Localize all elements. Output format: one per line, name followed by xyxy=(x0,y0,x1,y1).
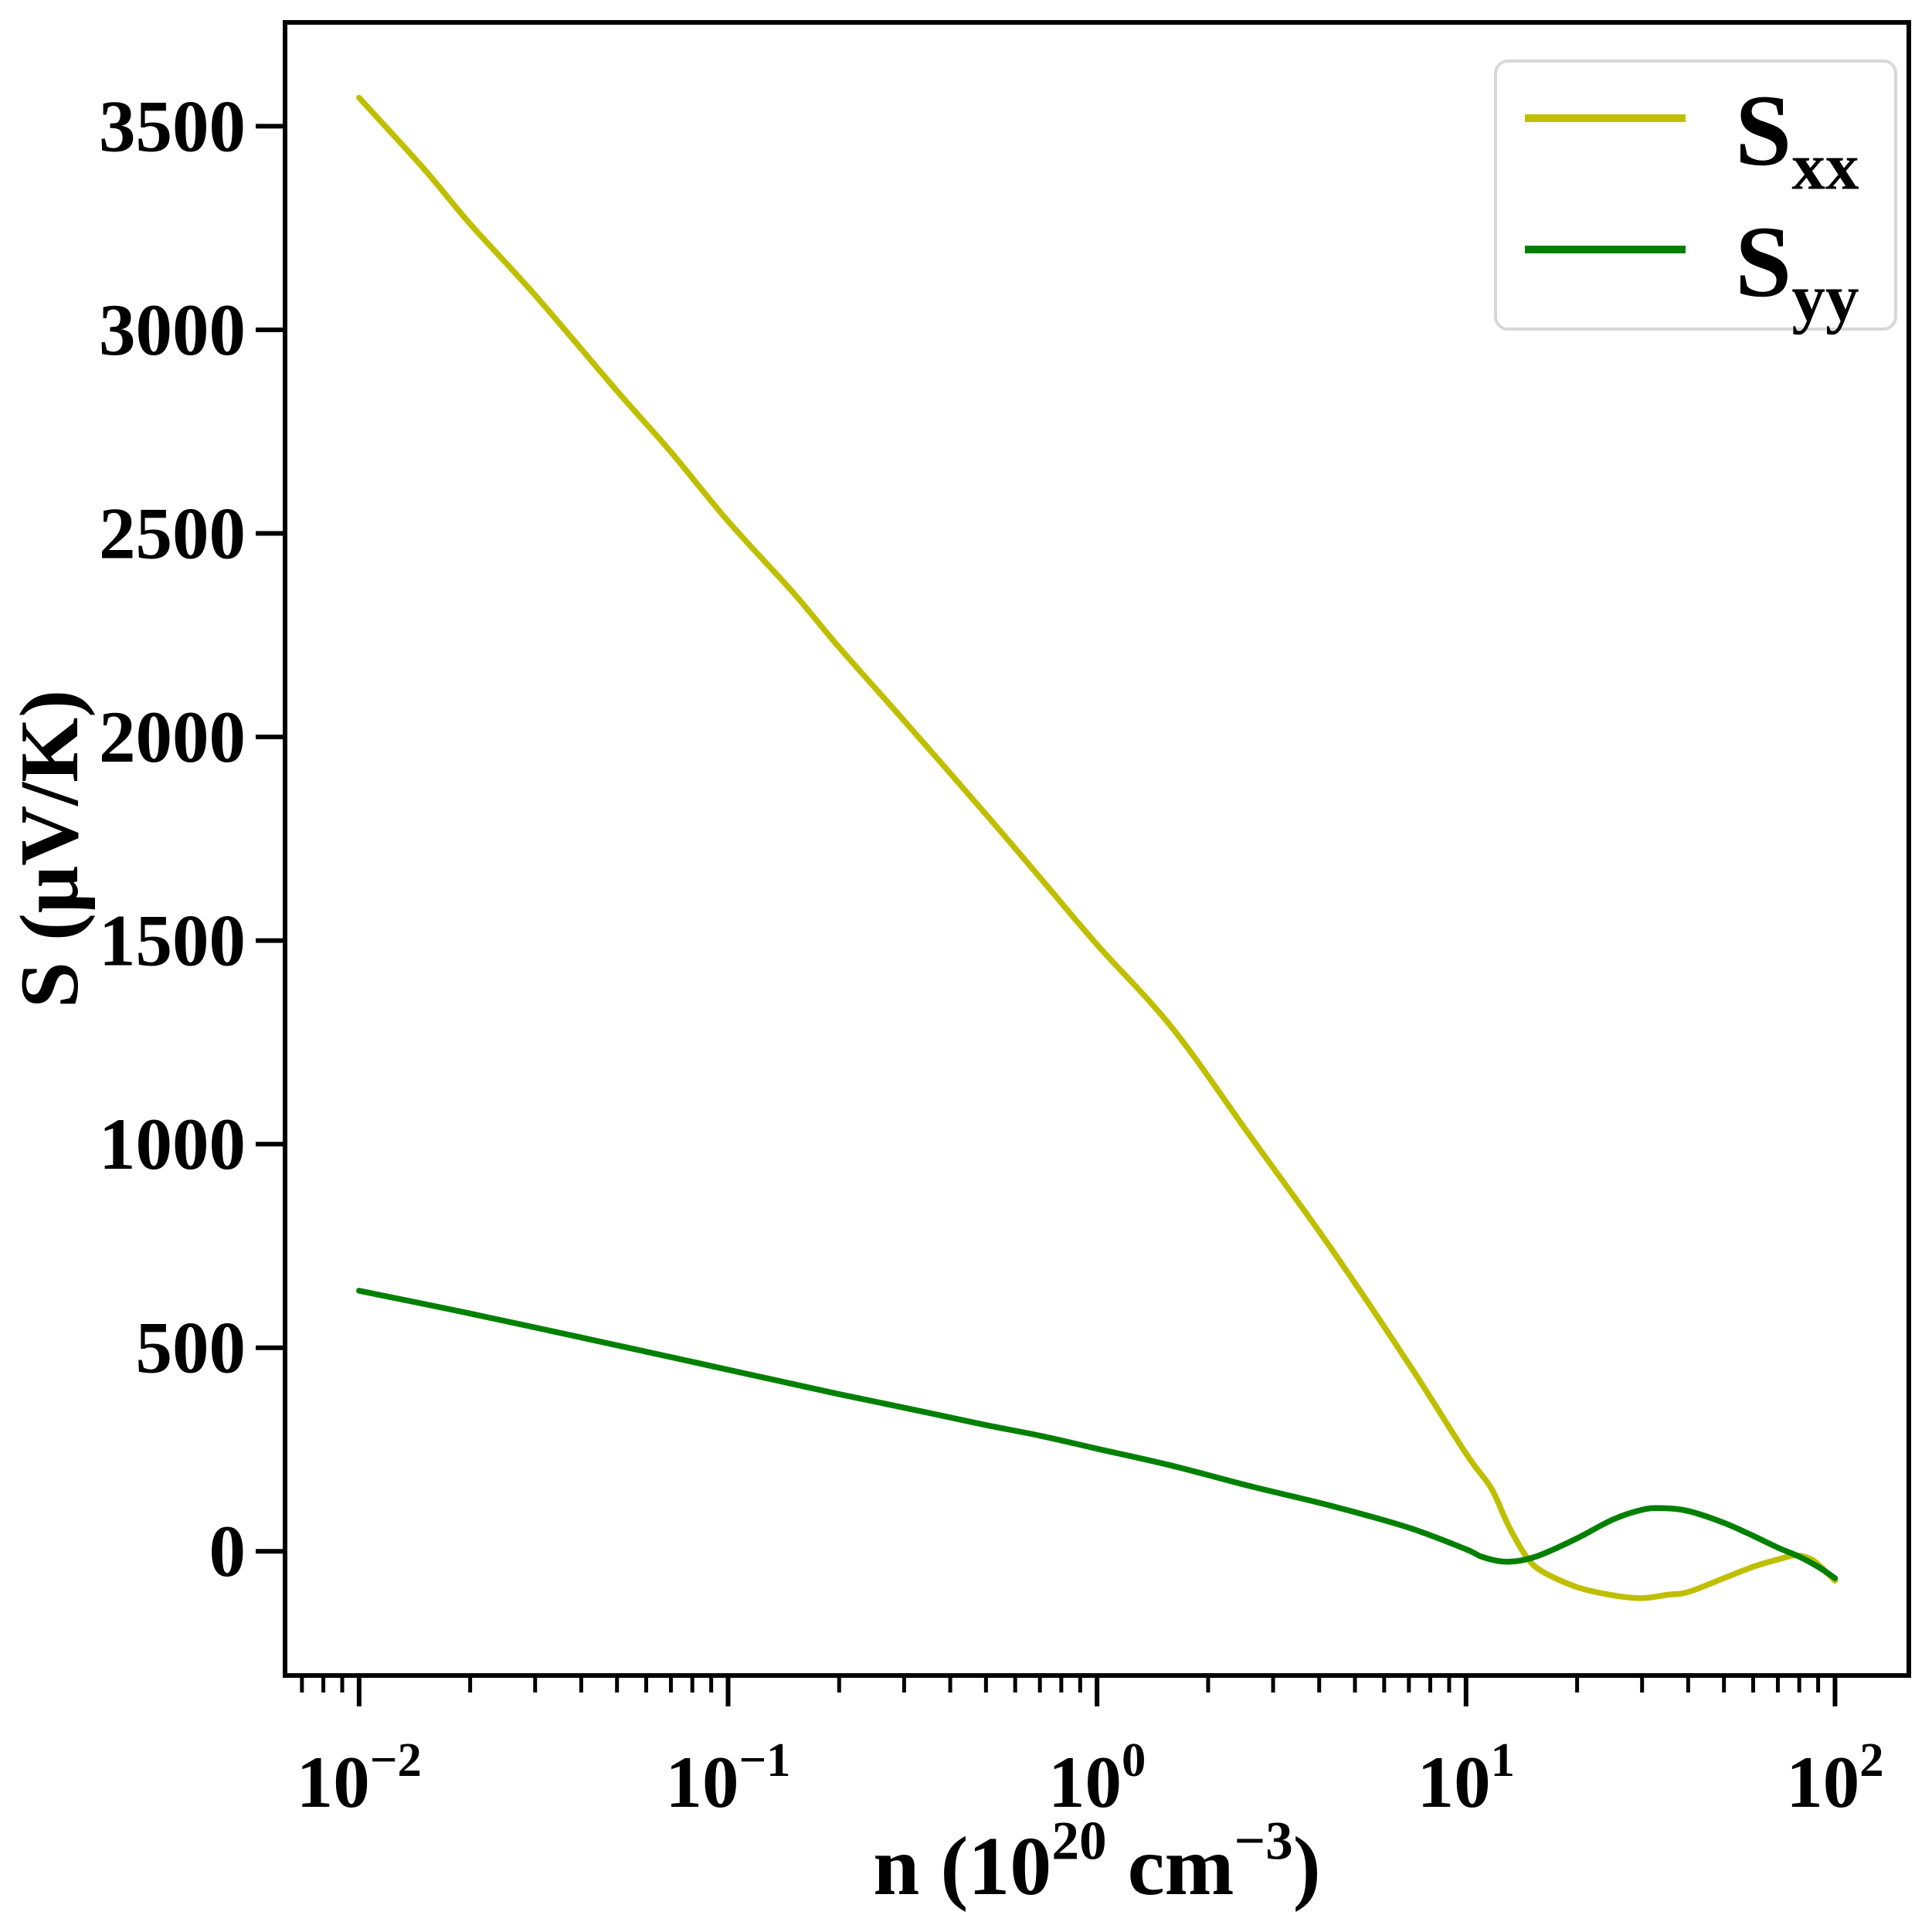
sxx-curve xyxy=(356,94,1839,1601)
y-axis-label: S (μV/K) xyxy=(4,690,96,1008)
x-tick-label: 102 xyxy=(1786,1733,1883,1823)
y-tick-label: 1500 xyxy=(99,900,246,982)
legend-label: Sxx xyxy=(1735,73,1859,204)
y-tick-label: 2000 xyxy=(99,696,246,778)
plot-frame xyxy=(283,20,1911,1678)
x-tick-label: 10−1 xyxy=(665,1733,790,1823)
x-axis-label: n (1020 cm−3) xyxy=(873,1811,1320,1913)
y-tick-label: 500 xyxy=(136,1307,246,1389)
x-tick-label: 101 xyxy=(1418,1733,1515,1823)
y-tick-label: 3000 xyxy=(99,289,246,371)
legend-box xyxy=(1494,59,1897,331)
y-tick-label: 2500 xyxy=(99,493,246,575)
y-tick-label: 1000 xyxy=(99,1103,246,1185)
x-axis-minor-ticks xyxy=(300,1675,1821,1692)
y-tick-label: 3500 xyxy=(99,85,246,167)
y-axis: 0 500 1000 1500 2000 2500 3000 3500 xyxy=(99,85,285,1592)
y-tick-label: 0 xyxy=(209,1510,246,1592)
x-tick-label: 10−2 xyxy=(297,1733,422,1823)
x-tick-label: 100 xyxy=(1048,1733,1146,1823)
legend-label: Syy xyxy=(1735,205,1859,335)
syy-curve xyxy=(356,1288,1839,1581)
x-axis: 10−2 10−1 100 101 102 xyxy=(297,1675,1884,1823)
